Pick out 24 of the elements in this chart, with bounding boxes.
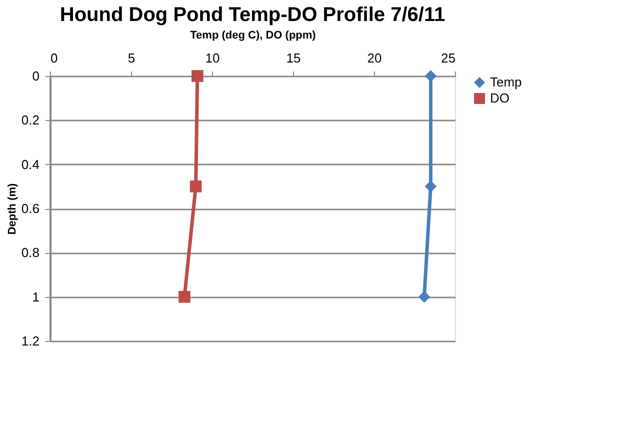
x-tick-label: 20 (367, 50, 382, 66)
x-axis-title: Temp (deg C), DO (ppm) (190, 30, 316, 42)
y-axis-title: Depth (m) (6, 183, 18, 235)
y-tick-label: 0.6 (21, 201, 40, 216)
y-tick-label: 0.4 (21, 156, 40, 172)
y-tick-label: 0 (32, 68, 40, 84)
point (190, 180, 202, 192)
point (192, 70, 204, 82)
x-tick-label: 15 (286, 50, 301, 66)
x-tick-label: 25 (441, 50, 456, 66)
point (178, 290, 190, 303)
y-tick-label: 1.2 (21, 334, 40, 348)
y-tick-label: 0.8 (21, 245, 40, 260)
y-tick-label: 1 (32, 289, 40, 304)
x-tick-label: 10 (205, 50, 220, 66)
legend-label: DO (490, 90, 510, 106)
point (424, 180, 437, 192)
point (418, 290, 430, 303)
x-tick-label: 5 (128, 50, 136, 66)
y-tick-label: 0.2 (21, 112, 40, 128)
chart-title: Hound Dog Pond Temp-DO Profile 7/6/11 (60, 4, 446, 26)
point (424, 70, 437, 82)
x-tick-label: 0 (50, 50, 58, 66)
legend-label: Temp (490, 74, 522, 90)
